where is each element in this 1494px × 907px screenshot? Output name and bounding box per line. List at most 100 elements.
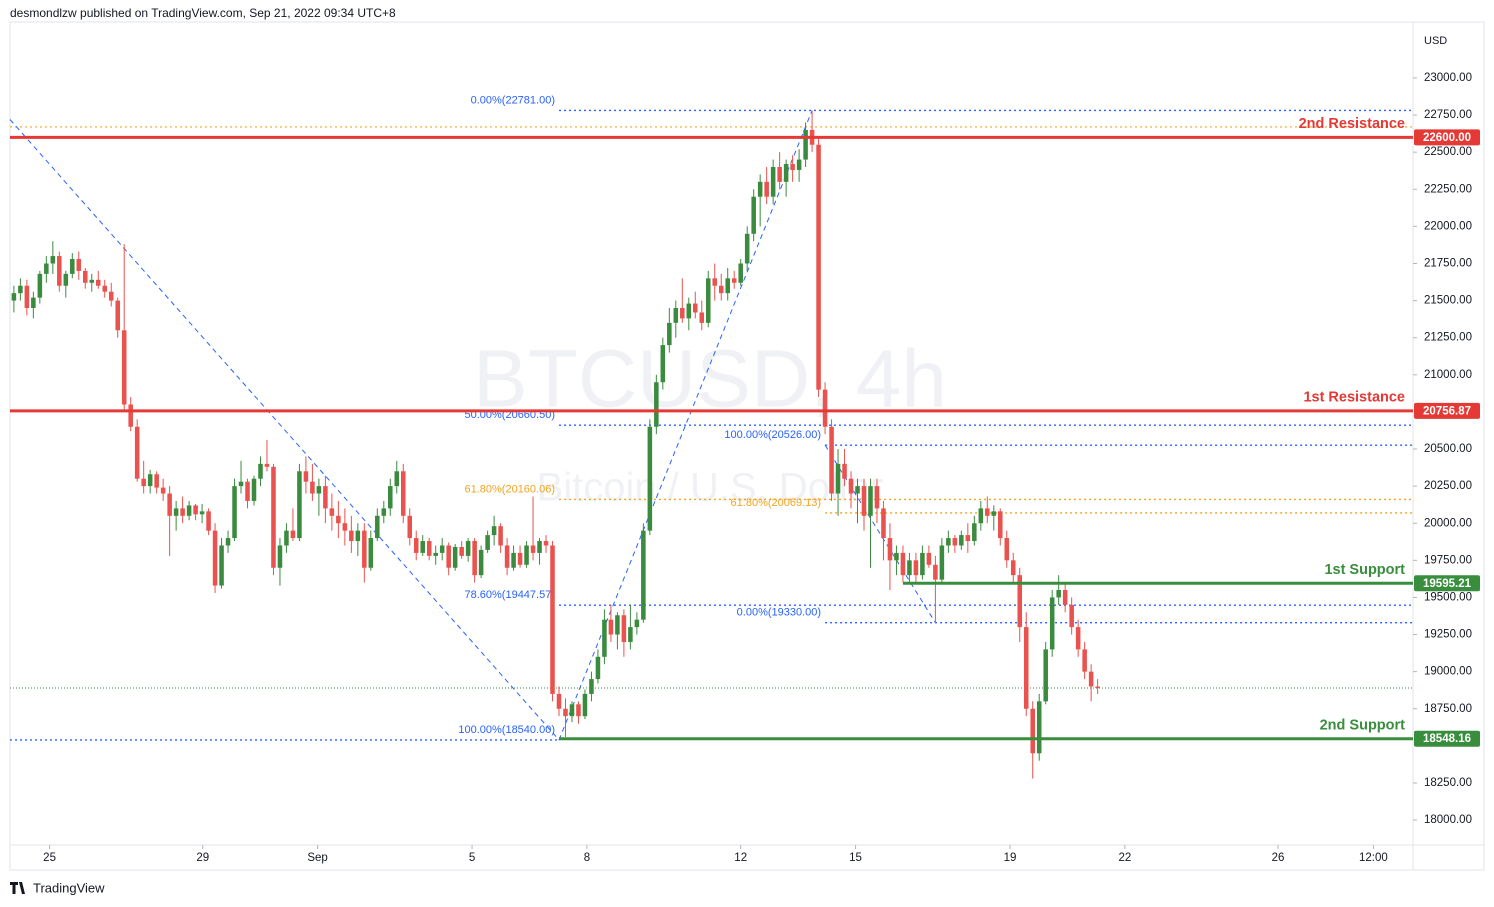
candle-body <box>563 708 568 717</box>
x-tick-label: 15 <box>849 852 862 864</box>
candle-body <box>115 300 120 331</box>
y-tick-label: 22250.00 <box>1424 183 1472 195</box>
candle-body <box>576 704 581 717</box>
x-tick-label: 29 <box>196 852 209 864</box>
candle-body <box>965 535 971 542</box>
candle-body <box>1069 604 1074 628</box>
candle-body <box>783 164 789 182</box>
candle-body <box>134 426 140 479</box>
candle-body <box>102 285 108 292</box>
candle-body <box>1023 627 1029 709</box>
candle-body <box>1004 538 1010 561</box>
y-tick-label: 20500.00 <box>1424 443 1472 455</box>
trend-line <box>824 444 936 623</box>
candle-body <box>128 404 133 427</box>
candle-body <box>615 615 620 635</box>
candle-body <box>725 278 730 294</box>
candle-body <box>744 233 750 264</box>
candle-body <box>160 487 166 494</box>
candle-body <box>1049 597 1055 650</box>
candle-body <box>342 523 348 531</box>
candle-body <box>881 508 886 539</box>
x-tick-label: 19 <box>1004 852 1017 864</box>
candle-body <box>478 549 484 576</box>
frame <box>9 21 1485 871</box>
y-tick-label: 19750.00 <box>1424 554 1472 566</box>
price-badge-label: 20756.87 <box>1423 405 1471 417</box>
candle-body <box>284 530 289 546</box>
candle-body <box>368 538 374 568</box>
header-text: desmondlzw published on TradingView.com,… <box>10 6 396 20</box>
candle-body <box>816 144 821 390</box>
candle-body <box>1062 590 1068 605</box>
candle-body <box>31 297 36 309</box>
price-badge <box>1414 129 1480 146</box>
price-badge-label: 18548.16 <box>1423 733 1471 745</box>
candle-body <box>303 471 309 482</box>
candle-body <box>310 481 315 494</box>
fib-label: 100.00%(18540.00) <box>458 724 555 736</box>
candle-body <box>439 545 445 553</box>
y-tick-label: 19250.00 <box>1424 629 1472 641</box>
candle-body <box>641 530 646 620</box>
candle-body <box>1017 575 1023 628</box>
candle-body <box>595 656 601 680</box>
candle-body <box>699 312 705 323</box>
y-tick-label: 21250.00 <box>1424 332 1472 344</box>
x-tick-label: 5 <box>469 852 475 864</box>
candle-body <box>44 263 49 274</box>
candle-body <box>731 278 737 283</box>
candle-body <box>258 463 263 479</box>
candle-body <box>24 285 30 309</box>
candle-body <box>1036 701 1042 754</box>
level-label: 1st Support <box>1324 562 1405 578</box>
candle-body <box>491 526 497 536</box>
candle-body <box>829 426 834 494</box>
level-label: 2nd Resistance <box>1299 116 1405 132</box>
candle-body <box>582 693 588 717</box>
candle-body <box>394 471 400 487</box>
y-tick-label: 21500.00 <box>1424 295 1472 307</box>
candle-body <box>349 530 354 542</box>
candle-body <box>89 279 95 283</box>
candle-body <box>238 481 244 487</box>
candle-body <box>634 619 640 628</box>
candle-body <box>667 322 672 346</box>
y-tick-label: 20000.00 <box>1424 517 1472 529</box>
candle-body <box>264 463 270 467</box>
candle-body <box>952 538 958 546</box>
candle-body <box>206 511 211 531</box>
candle-body <box>446 545 451 568</box>
candle-body <box>336 515 341 524</box>
candle-body <box>848 478 854 494</box>
candle-body <box>76 259 82 271</box>
candle-body <box>673 308 679 323</box>
candle-body <box>154 474 159 488</box>
candle-body <box>420 541 425 553</box>
candle-body <box>18 285 23 294</box>
candle-body <box>297 471 302 539</box>
candle-body <box>485 535 490 550</box>
candle-body <box>712 278 718 286</box>
candle-body <box>193 505 198 515</box>
candle-body <box>530 545 536 553</box>
candle-body <box>108 291 114 301</box>
footer-brand: TradingView <box>33 880 105 895</box>
price-badge-label: 22600.00 <box>1423 132 1471 144</box>
candle-body <box>511 552 516 568</box>
candle-body <box>498 526 503 546</box>
candle-body <box>219 545 224 586</box>
y-tick-label: 19500.00 <box>1424 591 1472 603</box>
level-label: 1st Resistance <box>1303 390 1405 406</box>
fib-label: 78.60%(19447.57) <box>464 589 555 601</box>
candle-body <box>569 704 575 717</box>
candle-body <box>381 508 387 516</box>
candle-body <box>900 552 906 576</box>
candle-body <box>290 530 296 539</box>
candle-body <box>63 273 69 286</box>
candle-body <box>777 167 782 182</box>
candle-body <box>121 330 127 405</box>
candle-body <box>874 486 880 509</box>
